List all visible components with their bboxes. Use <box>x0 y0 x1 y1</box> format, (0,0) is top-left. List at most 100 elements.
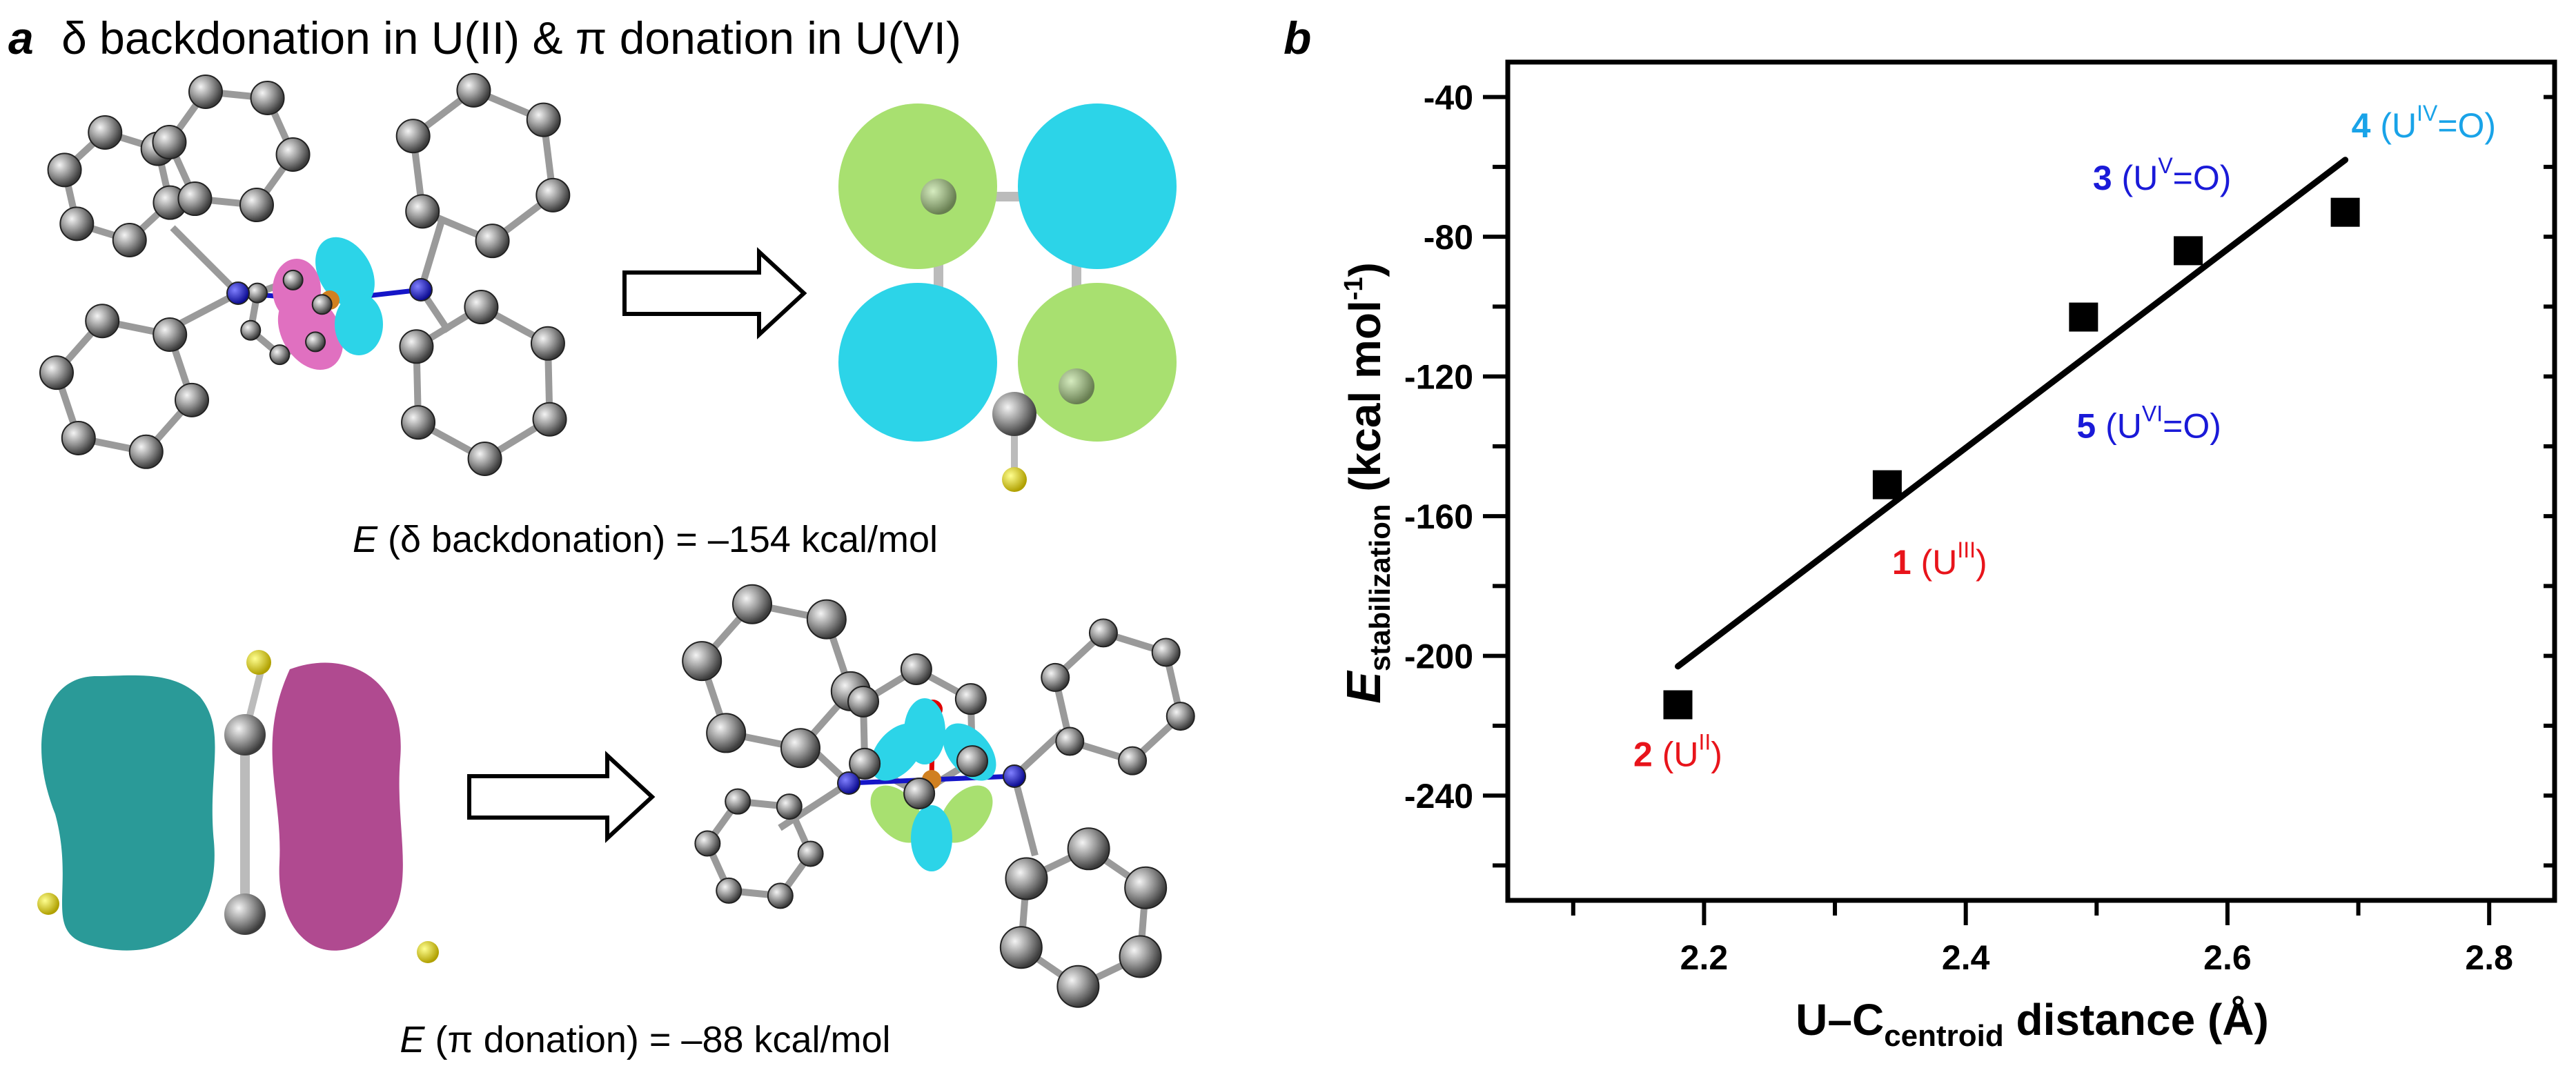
atom <box>467 441 502 476</box>
atom <box>797 840 824 867</box>
atom <box>806 599 847 640</box>
atom <box>475 224 510 259</box>
atom <box>305 331 326 353</box>
atom <box>849 747 881 780</box>
y-tick-label: -240 <box>1404 777 1473 816</box>
atom <box>694 830 721 857</box>
panel-a-heading: a δ backdonation in U(II) & π donation i… <box>8 12 961 63</box>
atom <box>177 181 213 217</box>
u6-oxo-complex-structure <box>682 584 1195 1008</box>
pi-donation-energy: E (π donation) = –88 kcal/mol <box>400 1019 890 1060</box>
atom <box>1003 764 1026 788</box>
atom <box>725 788 751 815</box>
atom <box>275 137 311 172</box>
y-tick-label: -120 <box>1404 358 1473 397</box>
atom <box>311 294 333 315</box>
atom <box>1067 827 1110 871</box>
atom <box>1166 702 1195 731</box>
atom <box>128 434 164 469</box>
point-annotation: 2 (UII) <box>1633 729 1722 773</box>
atom <box>456 72 491 108</box>
atom <box>1119 935 1162 978</box>
atom <box>175 382 210 417</box>
atom <box>847 685 880 718</box>
arrow-right-icon <box>467 751 656 843</box>
panel-a-title: δ backdonation in U(II) & π donation in … <box>61 12 961 63</box>
atom <box>956 745 988 778</box>
x-tick-label: 2.2 <box>1680 938 1729 977</box>
atom <box>532 402 567 437</box>
atom <box>706 713 747 753</box>
point-annotation: 4 (UIV=O) <box>2352 101 2496 145</box>
point-annotation: 3 (UV=O) <box>2093 153 2232 197</box>
x-tick-label: 2.8 <box>2465 938 2513 977</box>
atom <box>399 329 434 364</box>
atom <box>246 282 268 304</box>
atom <box>1056 965 1100 1008</box>
atom <box>395 119 431 154</box>
y-tick-label: -80 <box>1424 218 1473 257</box>
atom <box>85 304 120 339</box>
atom <box>837 771 861 795</box>
atom <box>59 206 95 241</box>
atom <box>39 355 74 391</box>
atom <box>47 152 82 188</box>
data-point <box>2174 236 2203 266</box>
atom <box>240 319 262 341</box>
atom <box>530 326 565 361</box>
atom <box>405 194 440 229</box>
data-point <box>1663 690 1693 720</box>
atom <box>1124 866 1168 909</box>
atom <box>954 683 987 715</box>
y-tick-label: -40 <box>1424 79 1473 117</box>
x-tick-label: 2.6 <box>2203 938 2252 977</box>
delta-orbital-image <box>838 103 1177 492</box>
y-tick-label: -200 <box>1404 638 1473 676</box>
y-axis-label: Estabilization (kcal mol-1) <box>1337 262 1396 704</box>
atom <box>900 653 932 686</box>
atom <box>269 344 291 366</box>
atom <box>780 728 820 769</box>
atom <box>1151 638 1181 667</box>
data-point <box>2330 197 2360 227</box>
u2-complex-structure <box>39 72 571 476</box>
atom <box>409 278 433 302</box>
atom <box>1088 618 1118 648</box>
atom <box>682 641 722 682</box>
y-tick-label: -160 <box>1404 497 1473 536</box>
data-point <box>2069 302 2098 332</box>
delta-backdonation-energy: E (δ backdonation) = –154 kcal/mol <box>353 519 938 560</box>
atom <box>152 125 187 160</box>
atom <box>88 115 123 150</box>
pi-orbital-image <box>37 650 439 963</box>
panel-a-label: a <box>8 12 34 63</box>
point-annotation: 5 (UVI=O) <box>2076 402 2221 446</box>
plot-frame <box>1505 59 2557 903</box>
stabilization-energy-chart: -40 -80 -120 -160 -200 -240 2.2 2.4 2.6 2.8 2 (UI… <box>1337 59 2557 1053</box>
atom <box>767 882 794 909</box>
atom <box>112 223 147 258</box>
atom <box>226 281 250 305</box>
x-axis-label: U–Ccentroid distance (Å) <box>1796 995 2269 1053</box>
atom <box>732 584 773 624</box>
atom <box>776 793 803 820</box>
atom <box>999 926 1043 969</box>
atom <box>188 74 224 109</box>
atom <box>716 877 743 904</box>
atom <box>239 188 274 223</box>
atom <box>401 405 436 440</box>
atom <box>1118 746 1148 775</box>
atom <box>61 420 96 455</box>
arrow-right-icon <box>622 247 807 339</box>
atom <box>535 177 571 213</box>
atom <box>1041 662 1070 692</box>
atom <box>464 290 499 325</box>
atom <box>526 102 561 137</box>
atom <box>1055 727 1085 756</box>
data-point <box>1872 470 1902 500</box>
x-tick-label: 2.4 <box>1942 938 1990 977</box>
atom <box>153 317 188 353</box>
panel-b-label: b <box>1284 12 1311 63</box>
atom <box>282 269 304 290</box>
